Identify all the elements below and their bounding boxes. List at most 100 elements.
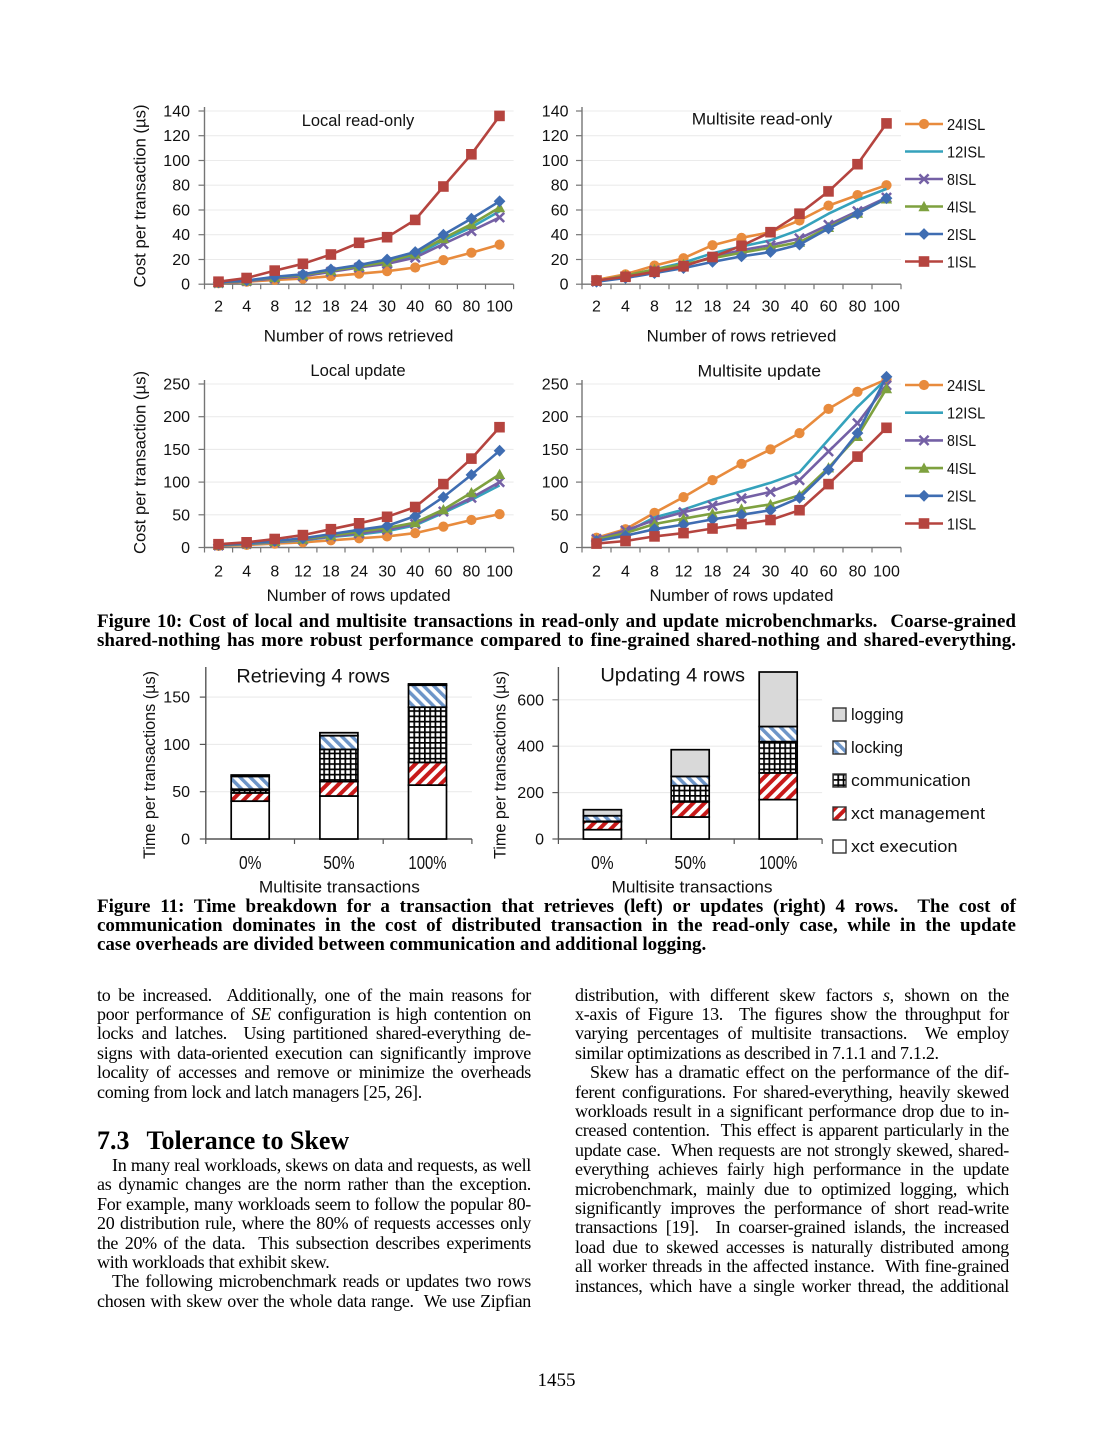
svg-text:2: 2: [214, 564, 223, 581]
svg-text:18: 18: [322, 564, 340, 581]
svg-text:8ISL: 8ISL: [947, 172, 976, 189]
svg-text:18: 18: [322, 299, 340, 316]
svg-text:8ISL: 8ISL: [947, 433, 976, 450]
svg-text:Multisite update: Multisite update: [698, 361, 822, 380]
svg-text:40: 40: [172, 227, 190, 244]
svg-text:Local read-only: Local read-only: [302, 111, 415, 130]
svg-text:100: 100: [542, 153, 569, 170]
svg-text:4: 4: [242, 299, 251, 316]
svg-text:4ISL: 4ISL: [947, 461, 976, 478]
svg-text:140: 140: [163, 104, 190, 121]
svg-text:8: 8: [270, 564, 279, 581]
svg-text:120: 120: [163, 128, 190, 145]
svg-text:100: 100: [486, 564, 513, 581]
svg-text:2ISL: 2ISL: [947, 489, 976, 506]
svg-text:50: 50: [172, 784, 190, 801]
svg-text:150: 150: [163, 442, 190, 459]
svg-text:0: 0: [560, 540, 569, 557]
svg-text:8: 8: [270, 299, 279, 316]
svg-text:xct execution: xct execution: [851, 838, 958, 856]
svg-text:120: 120: [542, 128, 569, 145]
svg-text:200: 200: [542, 409, 569, 426]
svg-text:100: 100: [542, 475, 569, 492]
svg-text:Retrieving 4 rows: Retrieving 4 rows: [236, 667, 390, 688]
svg-text:Local update: Local update: [310, 361, 405, 380]
svg-text:60: 60: [435, 564, 453, 581]
svg-text:4: 4: [621, 299, 630, 316]
svg-text:8: 8: [650, 299, 659, 316]
svg-text:24ISL: 24ISL: [947, 378, 985, 395]
svg-text:12ISL: 12ISL: [947, 144, 985, 161]
svg-text:60: 60: [820, 299, 838, 316]
svg-text:50%: 50%: [675, 852, 706, 873]
svg-text:locking: locking: [851, 739, 903, 757]
svg-text:0: 0: [560, 277, 569, 294]
svg-text:Time per transactions (µs): Time per transactions (µs): [491, 671, 510, 859]
svg-text:Number of rows updated: Number of rows updated: [267, 587, 451, 605]
svg-text:Cost per transaction (µs): Cost per transaction (µs): [131, 105, 150, 288]
svg-text:12: 12: [294, 299, 312, 316]
svg-text:2: 2: [592, 299, 601, 316]
svg-text:18: 18: [704, 299, 722, 316]
svg-text:1ISL: 1ISL: [947, 516, 976, 533]
svg-text:24ISL: 24ISL: [947, 117, 985, 134]
svg-text:80: 80: [463, 299, 481, 316]
svg-text:24: 24: [733, 564, 751, 581]
svg-text:40: 40: [406, 299, 424, 316]
svg-text:250: 250: [542, 377, 569, 394]
svg-text:150: 150: [542, 442, 569, 459]
svg-text:Multisite transactions: Multisite transactions: [259, 879, 420, 897]
svg-text:150: 150: [163, 690, 190, 707]
svg-text:100: 100: [873, 299, 900, 316]
svg-text:80: 80: [849, 299, 867, 316]
svg-text:Number of rows updated: Number of rows updated: [650, 587, 834, 605]
svg-text:20: 20: [172, 252, 190, 269]
svg-text:50%: 50%: [323, 852, 354, 873]
svg-text:Time per transactions (µs): Time per transactions (µs): [140, 671, 159, 859]
svg-text:12: 12: [294, 564, 312, 581]
svg-text:40: 40: [551, 227, 569, 244]
svg-text:1ISL: 1ISL: [947, 254, 976, 271]
svg-text:xct management: xct management: [851, 805, 985, 823]
svg-text:600: 600: [517, 692, 544, 709]
svg-text:40: 40: [406, 564, 424, 581]
svg-text:30: 30: [378, 299, 396, 316]
svg-text:200: 200: [517, 785, 544, 802]
svg-text:50: 50: [172, 507, 190, 524]
svg-text:4: 4: [242, 564, 251, 581]
svg-text:60: 60: [820, 564, 838, 581]
svg-text:12: 12: [675, 564, 693, 581]
svg-text:50: 50: [551, 507, 569, 524]
svg-text:communication: communication: [851, 772, 971, 790]
svg-text:100%: 100%: [408, 852, 446, 873]
svg-text:400: 400: [517, 739, 544, 756]
svg-text:0: 0: [181, 277, 190, 294]
svg-text:2ISL: 2ISL: [947, 227, 976, 244]
svg-text:logging: logging: [851, 706, 904, 724]
svg-text:Number of rows retrieved: Number of rows retrieved: [647, 328, 837, 346]
svg-text:24: 24: [350, 299, 368, 316]
svg-text:60: 60: [435, 299, 453, 316]
svg-text:4: 4: [621, 564, 630, 581]
svg-text:100: 100: [163, 475, 190, 492]
svg-text:Multisite read-only: Multisite read-only: [692, 110, 833, 129]
svg-text:0%: 0%: [239, 852, 262, 873]
svg-text:250: 250: [163, 377, 190, 394]
svg-text:2: 2: [214, 299, 223, 316]
svg-text:80: 80: [849, 564, 867, 581]
svg-text:2: 2: [592, 564, 601, 581]
svg-text:100: 100: [873, 564, 900, 581]
svg-text:Multisite transactions: Multisite transactions: [612, 879, 773, 897]
svg-text:12ISL: 12ISL: [947, 406, 985, 423]
svg-text:100: 100: [163, 153, 190, 170]
svg-text:30: 30: [378, 564, 396, 581]
svg-text:24: 24: [350, 564, 368, 581]
svg-text:200: 200: [163, 409, 190, 426]
svg-text:Cost per transaction (µs): Cost per transaction (µs): [131, 371, 150, 554]
svg-text:0: 0: [181, 540, 190, 557]
svg-text:Number of rows retrieved: Number of rows retrieved: [264, 328, 454, 346]
svg-text:12: 12: [675, 299, 693, 316]
svg-text:20: 20: [551, 252, 569, 269]
svg-text:18: 18: [704, 564, 722, 581]
svg-text:0: 0: [181, 832, 190, 849]
